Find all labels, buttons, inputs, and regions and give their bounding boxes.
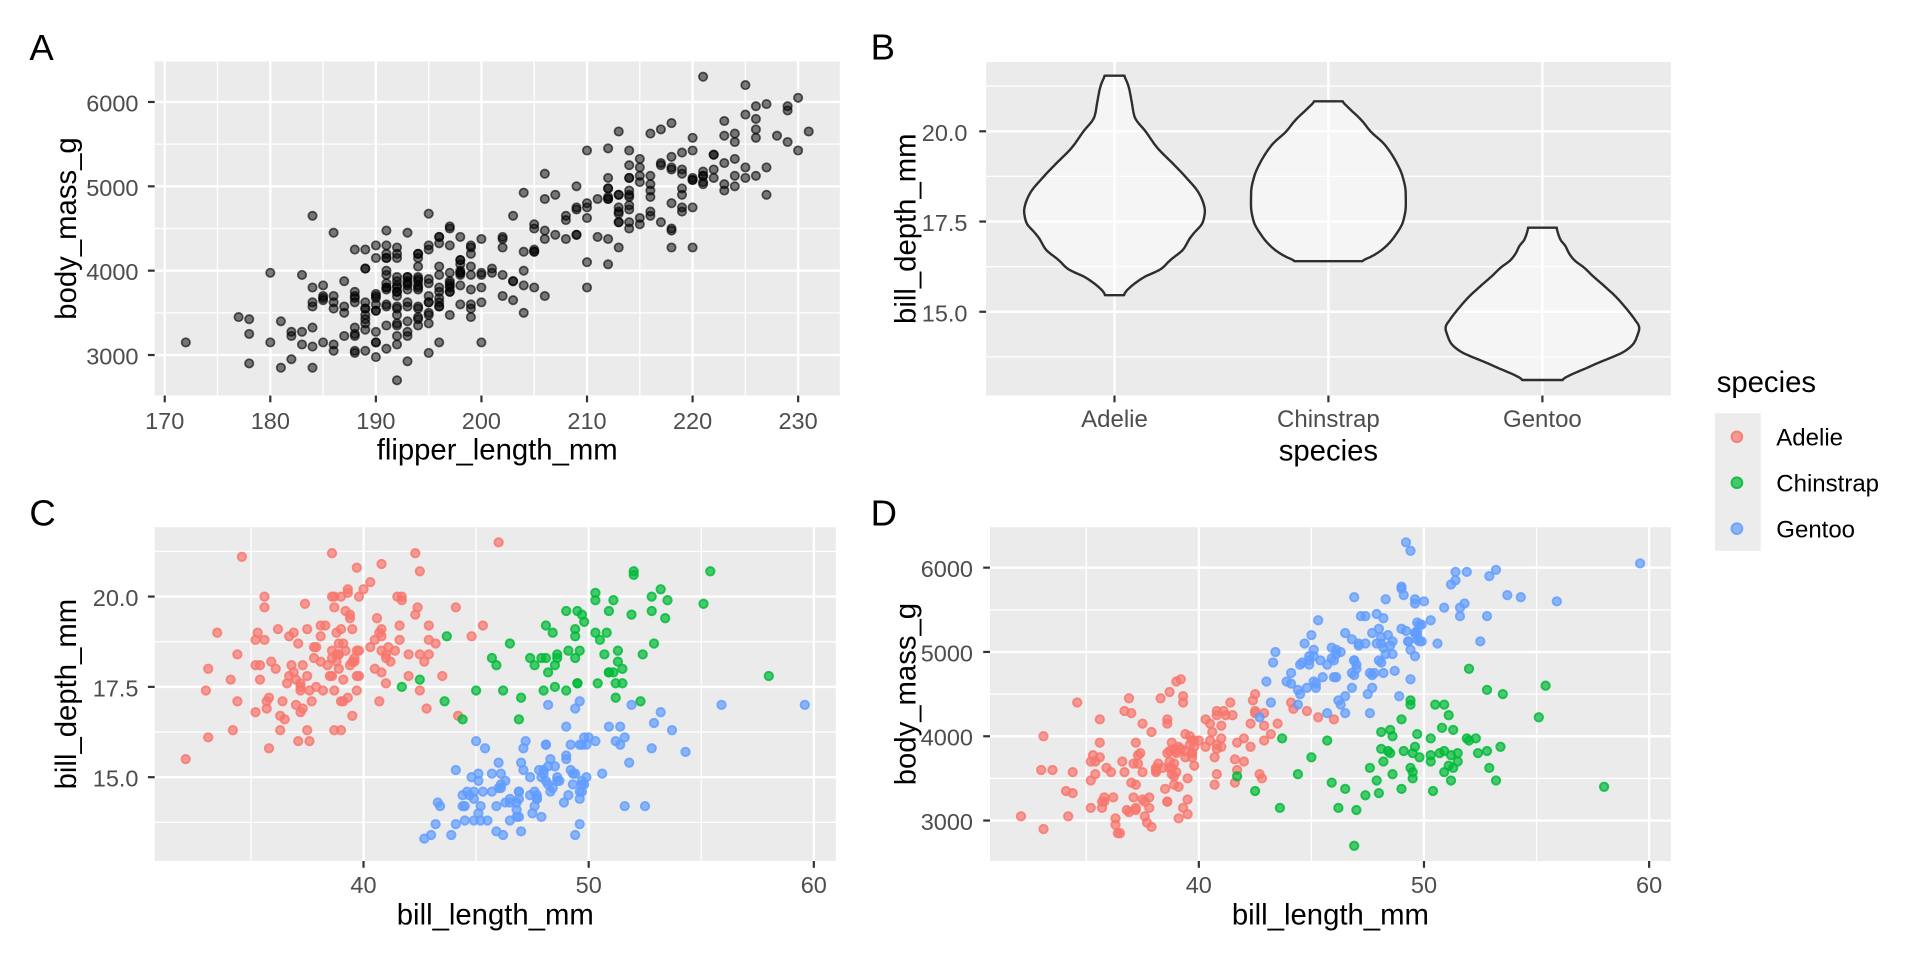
svg-text:body_mass_g: body_mass_g <box>50 137 83 319</box>
svg-text:20.0: 20.0 <box>93 585 139 611</box>
svg-text:C: C <box>29 493 55 534</box>
svg-text:flipper_length_mm: flipper_length_mm <box>377 434 618 467</box>
svg-text:50: 50 <box>576 872 602 898</box>
svg-text:190: 190 <box>356 408 395 434</box>
svg-text:6000: 6000 <box>86 91 138 117</box>
svg-text:60: 60 <box>1636 872 1662 898</box>
svg-text:Adelie: Adelie <box>1081 406 1148 433</box>
svg-text:60: 60 <box>801 872 827 898</box>
svg-text:170: 170 <box>145 408 184 434</box>
svg-text:50: 50 <box>1411 872 1437 898</box>
svg-text:D: D <box>871 493 897 534</box>
svg-text:3000: 3000 <box>921 809 973 835</box>
svg-text:bill_depth_mm: bill_depth_mm <box>50 599 83 790</box>
svg-text:200: 200 <box>462 408 501 434</box>
svg-text:210: 210 <box>567 408 606 434</box>
svg-text:5000: 5000 <box>921 641 973 667</box>
svg-text:bill_depth_mm: bill_depth_mm <box>890 133 923 324</box>
svg-text:3000: 3000 <box>86 344 138 370</box>
svg-text:species: species <box>1717 366 1816 399</box>
svg-text:17.5: 17.5 <box>93 675 139 701</box>
svg-text:Chinstrap: Chinstrap <box>1776 470 1879 497</box>
svg-text:4000: 4000 <box>921 725 973 751</box>
svg-text:B: B <box>871 27 895 68</box>
svg-text:230: 230 <box>778 408 817 434</box>
svg-text:4000: 4000 <box>86 259 138 285</box>
svg-text:Chinstrap: Chinstrap <box>1277 406 1380 433</box>
svg-text:body_mass_g: body_mass_g <box>890 603 923 785</box>
svg-text:40: 40 <box>350 872 376 898</box>
svg-text:15.0: 15.0 <box>922 300 968 326</box>
svg-text:17.5: 17.5 <box>922 210 968 236</box>
svg-text:Gentoo: Gentoo <box>1503 406 1582 433</box>
svg-text:20.0: 20.0 <box>922 120 968 146</box>
svg-text:15.0: 15.0 <box>93 766 139 792</box>
svg-text:A: A <box>29 27 54 68</box>
svg-text:6000: 6000 <box>921 556 973 582</box>
svg-text:220: 220 <box>673 408 712 434</box>
svg-text:Gentoo: Gentoo <box>1776 516 1855 543</box>
svg-text:bill_length_mm: bill_length_mm <box>1232 898 1429 931</box>
svg-text:40: 40 <box>1186 872 1212 898</box>
svg-text:bill_length_mm: bill_length_mm <box>397 898 594 931</box>
svg-text:5000: 5000 <box>86 175 138 201</box>
svg-text:species: species <box>1279 435 1378 468</box>
svg-text:Adelie: Adelie <box>1776 425 1843 452</box>
svg-text:180: 180 <box>251 408 290 434</box>
